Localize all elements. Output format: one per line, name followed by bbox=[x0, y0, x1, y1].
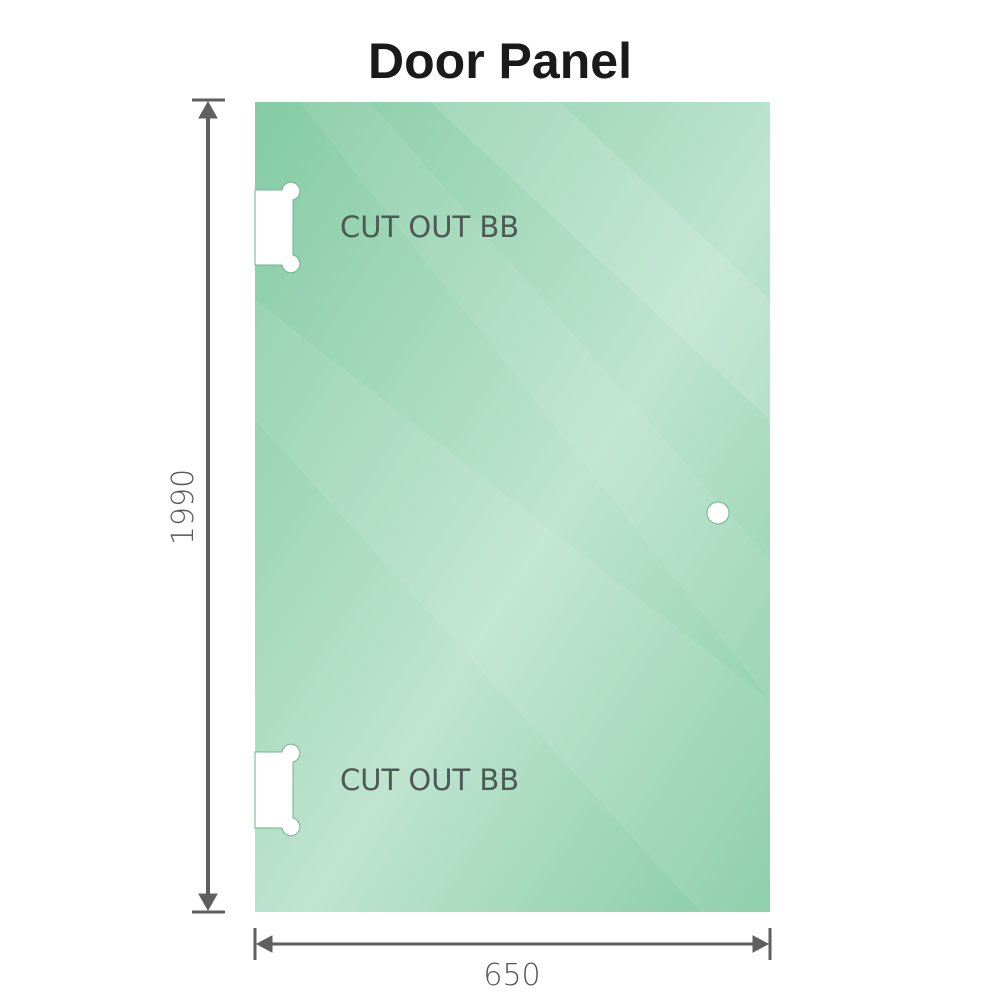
cutout-top-label: CUT OUT BB bbox=[340, 210, 519, 244]
cutout-bottom-label: CUT OUT BB bbox=[340, 763, 519, 797]
arrow-left-icon bbox=[255, 935, 273, 953]
height-dimension-label: 1990 bbox=[166, 469, 201, 545]
arrow-up-icon bbox=[198, 100, 218, 119]
diagram-title: Door Panel bbox=[368, 33, 632, 89]
cutout-bottom bbox=[254, 743, 301, 837]
arrow-right-icon bbox=[752, 935, 770, 953]
glass-reflection bbox=[430, 102, 770, 420]
width-dimension-label: 650 bbox=[483, 958, 540, 993]
glass-reflection bbox=[255, 300, 770, 912]
cutout-top bbox=[254, 181, 301, 274]
handle-hole bbox=[706, 501, 730, 525]
arrow-down-icon bbox=[198, 893, 218, 912]
width-dimension-line bbox=[253, 928, 772, 960]
glass-panel bbox=[255, 102, 770, 912]
height-dimension-line bbox=[192, 98, 225, 914]
glass-reflection bbox=[300, 102, 770, 700]
